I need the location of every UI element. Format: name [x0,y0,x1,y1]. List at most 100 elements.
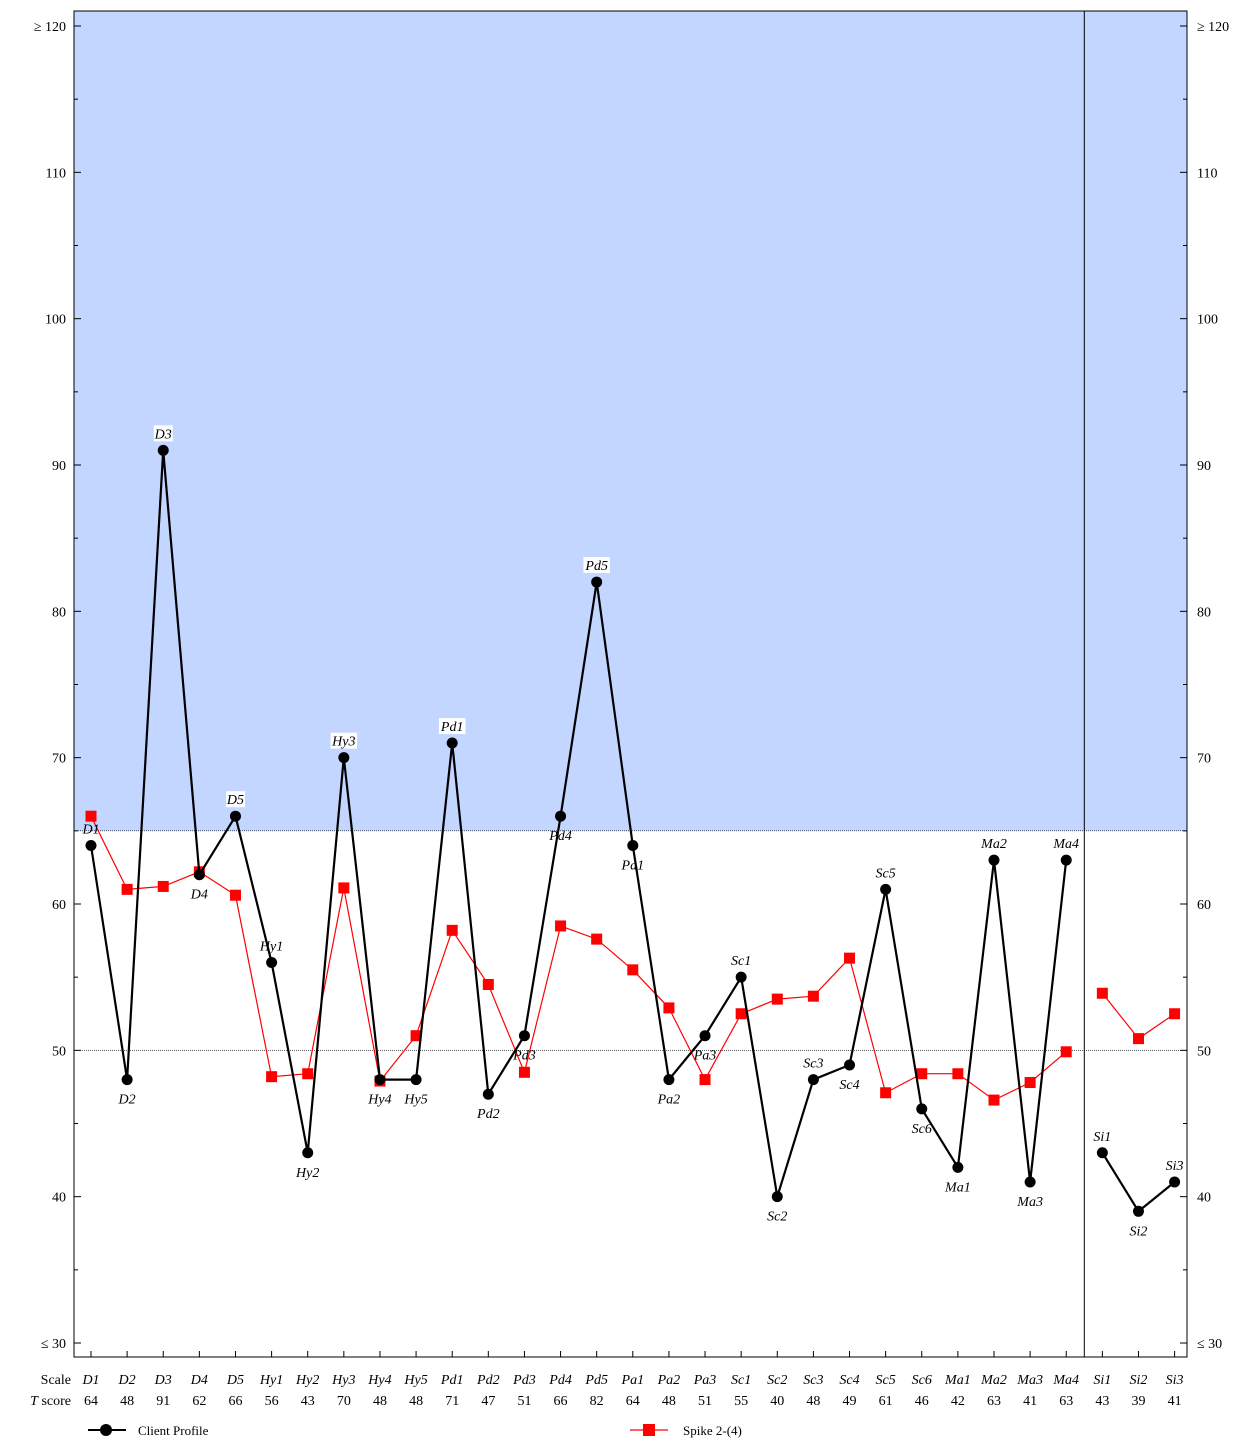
scale-name-d1: D1 [81,1373,99,1388]
scale-name-sc1: Sc1 [731,1373,751,1388]
data-point-sc6 [916,1103,928,1115]
point-label-hy4: Hy4 [367,1093,391,1108]
scale-name-hy4: Hy4 [367,1373,391,1388]
data-point-pa1 [627,839,639,851]
data-point-pa1 [627,964,639,976]
data-point-ma3 [1024,1077,1036,1089]
y-tick-label-left: 80 [52,605,66,620]
data-point-hy2 [302,1068,314,1080]
y-tick-label-right: 60 [1197,898,1211,913]
scale-name-pa1: Pa1 [621,1373,645,1388]
t-score-ma2: 63 [987,1394,1001,1409]
data-point-pa2 [663,1002,675,1014]
scale-name-sc2: Sc2 [767,1373,787,1388]
scale-name-pd3: Pd3 [512,1373,536,1388]
y-tick-label-left: 40 [52,1191,66,1206]
data-point-hy2 [302,1147,314,1159]
t-score-ma1: 42 [951,1394,965,1409]
data-point-sc4 [844,1059,856,1071]
point-label-d4: D4 [190,888,208,903]
data-point-d5 [229,810,241,822]
point-label-ma1: Ma1 [944,1180,971,1195]
data-point-ma2 [988,1094,1000,1106]
t-score-ma4: 63 [1059,1394,1073,1409]
data-point-d2 [121,1074,133,1086]
point-label-d1: D1 [81,822,99,837]
scale-name-sc3: Sc3 [803,1373,823,1388]
scale-name-d4: D4 [190,1373,208,1388]
row-label-t-score: T score [30,1394,71,1409]
data-point-d4 [193,869,205,881]
t-score-d1: 64 [84,1394,98,1409]
point-label-pa2: Pa2 [657,1093,681,1108]
t-score-sc5: 61 [879,1394,893,1409]
t-score-hy5: 48 [409,1394,423,1409]
point-label-si2: Si2 [1130,1224,1148,1239]
data-point-d3 [157,880,169,892]
data-point-si2 [1132,1205,1144,1217]
y-tick-label-right: ≤ 30 [1197,1337,1222,1352]
series-line [1101,992,1175,1040]
series-line [89,450,1068,1198]
point-label-bg [438,718,466,735]
data-point-si1 [1096,987,1108,999]
point-label-si1: Si1 [1093,1130,1111,1145]
data-point-pd3 [518,1066,530,1078]
data-point-sc6 [916,1068,928,1080]
y-tick-label-right: 90 [1197,459,1211,474]
point-label-bg [153,425,173,442]
y-tick-label-right: ≥ 120 [1197,20,1229,35]
point-label-bg [330,732,358,749]
data-point-hy4 [374,1074,386,1086]
data-point-pd5 [591,933,603,945]
data-point-d5 [229,889,241,901]
point-label-sc1: Sc1 [731,954,751,969]
scale-name-si2: Si2 [1130,1373,1148,1388]
point-label-si3: Si3 [1166,1159,1184,1174]
t-score-pa1: 64 [626,1394,640,1409]
row-label-scale: Scale [41,1373,71,1388]
t-score-si1: 43 [1095,1394,1109,1409]
data-point-pd1 [446,924,458,936]
data-point-pd3 [518,1030,530,1042]
point-label-pd4: Pd4 [548,829,572,844]
t-score-hy1: 56 [265,1394,279,1409]
data-point-sc1 [735,1008,747,1020]
data-point-hy1 [266,957,278,969]
y-tick-label-left: 60 [52,898,66,913]
legend: Client Profile Spike 2-(4) [88,1423,742,1438]
data-point-sc2 [771,993,783,1005]
scale-name-si1: Si1 [1093,1373,1111,1388]
data-point-ma4 [1060,1046,1072,1058]
t-score-sc2: 40 [770,1394,784,1409]
point-label-pd2: Pd2 [476,1107,500,1122]
series-line [1101,1152,1176,1213]
data-point-ma1 [952,1068,964,1080]
series-client-profile [85,444,1181,1217]
scale-name-d5: D5 [226,1373,244,1388]
t-score-pd5: 82 [590,1394,604,1409]
scale-name-hy5: Hy5 [403,1373,427,1388]
legend-marker-client [100,1424,112,1436]
data-point-pd2 [482,978,494,990]
data-point-d1 [85,839,97,851]
scale-name-pd1: Pd1 [440,1373,464,1388]
data-point-sc2 [771,1191,783,1203]
scale-name-hy1: Hy1 [259,1373,283,1388]
data-point-sc1 [735,971,747,983]
y-tick-label-left: ≤ 30 [41,1337,66,1352]
legend-marker-spike [643,1424,655,1436]
data-point-pd1 [446,737,458,749]
data-point-si3 [1169,1176,1181,1188]
t-score-pd3: 51 [517,1394,531,1409]
data-point-pd2 [482,1088,494,1100]
point-label-bg [583,557,610,574]
data-point-si3 [1169,1008,1181,1020]
point-label-d5: D5 [226,793,244,808]
point-label-hy5: Hy5 [403,1093,427,1108]
t-score-pd1: 71 [445,1394,459,1409]
data-point-pa2 [663,1074,675,1086]
point-label-sc3: Sc3 [803,1057,823,1072]
point-label-sc4: Sc4 [839,1078,859,1093]
